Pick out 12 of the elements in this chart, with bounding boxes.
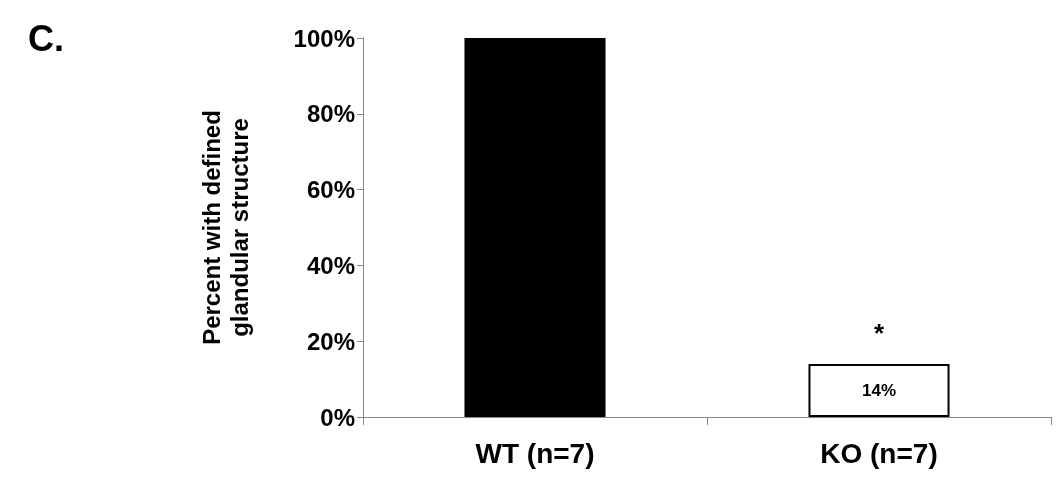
y-axis-title: Percent with defined glandular structure [197, 110, 253, 345]
y-tick-label: 0% [320, 403, 355, 431]
x-tick-label: WT (n=7) [475, 437, 595, 469]
y-tick-label: 20% [306, 327, 355, 355]
data-label: 14% [861, 380, 897, 400]
annotation: * [873, 317, 885, 348]
y-tick-label: 60% [306, 176, 355, 204]
text: C. [28, 17, 64, 59]
x-tick-label: KO (n=7) [820, 437, 938, 469]
y-tick-label: 80% [306, 100, 355, 128]
y-tick-label: 100% [293, 24, 355, 52]
y-tick-label: 40% [306, 251, 355, 279]
